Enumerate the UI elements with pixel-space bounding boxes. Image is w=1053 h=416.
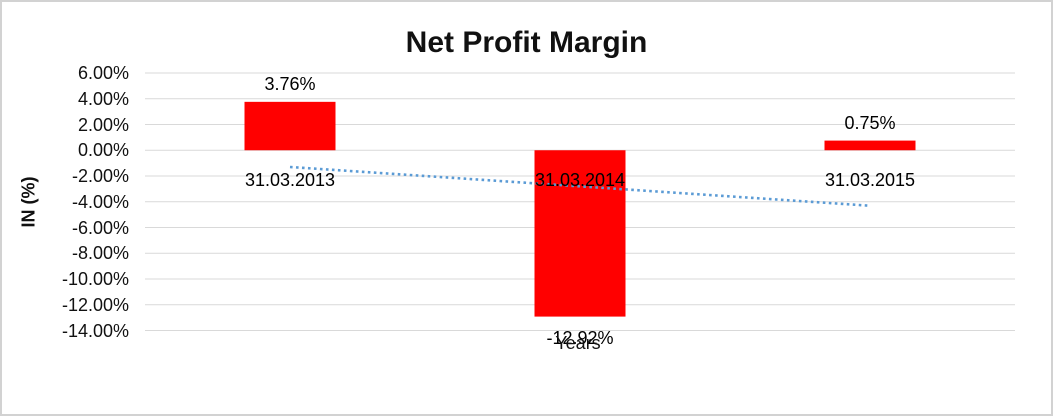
y-tick-label: -14.00% (61, 320, 129, 341)
y-tick-label: -8.00% (71, 243, 129, 264)
category-label: 31.03.2013 (244, 170, 336, 190)
category-label: 31.03.2014 (534, 170, 626, 190)
data-label: 3.76% (264, 73, 316, 94)
y-tick-label: -12.00% (61, 294, 129, 315)
y-tick-label: -6.00% (71, 217, 129, 238)
data-label: -12.92% (546, 327, 614, 348)
y-tick-label: 0.00% (77, 140, 129, 161)
bar-31.03.2015 (824, 140, 916, 151)
y-tick-label: 4.00% (77, 88, 129, 109)
chart-title: Net Profit Margin (405, 26, 648, 59)
category-label: 31.03.2015 (824, 170, 916, 190)
y-tick-label: -10.00% (61, 269, 129, 289)
bar-31.03.2013 (244, 101, 336, 151)
bar-31.03.2014 (534, 150, 626, 317)
trendline (289, 165, 871, 208)
y-tick-label: -2.00% (71, 166, 129, 186)
y-tick-label: -4.00% (71, 191, 129, 212)
data-label: 0.75% (844, 112, 896, 133)
y-tick-label: 2.00% (77, 114, 129, 135)
y-tick-label: 6.00% (77, 63, 129, 83)
